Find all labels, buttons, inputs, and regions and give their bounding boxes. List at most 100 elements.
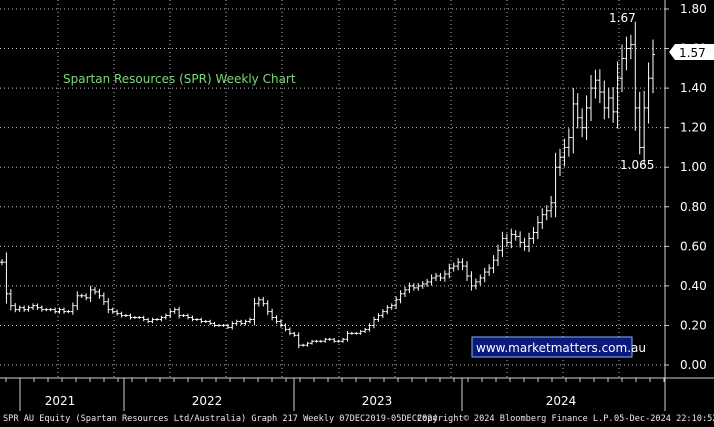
ohlc-bar [420, 281, 425, 289]
ohlc-bar [606, 87, 611, 119]
ohlc-bar [141, 315, 146, 322]
footer-copyright: Copyright© 2024 Bloomberg Finance L.P. [417, 414, 614, 424]
ohlc-bar [26, 305, 31, 312]
ohlc-bar [8, 289, 13, 311]
footer-timestamp: 05-Dec-2024 22:10:52 [614, 414, 714, 424]
ohlc-bar [553, 152, 558, 218]
ohlc-bar [84, 293, 89, 301]
ohlc-bar [177, 306, 182, 319]
ohlc-bar [106, 298, 111, 314]
y-tick-label: 1.20 [680, 121, 707, 135]
ohlc-bar [367, 323, 372, 332]
ohlc-bar [239, 319, 244, 326]
y-tick-label: 1.40 [680, 81, 707, 95]
price-chart: 1.801.601.401.201.000.800.600.400.200.00… [0, 0, 714, 411]
ohlc-bar [225, 323, 230, 330]
ohlc-bar [615, 61, 620, 129]
ohlc-bar [208, 319, 213, 326]
ohlc-bar [518, 231, 523, 248]
ohlc-bar [296, 332, 301, 349]
ohlc-bar [301, 343, 306, 347]
ohlc-bar [190, 315, 195, 322]
ohlc-bar [128, 313, 133, 320]
ohlc-bar [380, 309, 385, 319]
ohlc-bar [336, 339, 341, 343]
x-tick-label: 2024 [546, 394, 577, 408]
ohlc-bar [509, 228, 514, 249]
ohlc-bar [531, 227, 536, 244]
ohlc-bar [425, 278, 430, 287]
ohlc-bar [310, 339, 314, 345]
footer-security: SPR AU Equity (Spartan Resources Ltd/Aus… [3, 414, 438, 424]
ohlc-bar [79, 293, 84, 298]
ohlc-bar [363, 327, 368, 333]
ohlc-bar [327, 337, 332, 341]
ohlc-bar [447, 263, 452, 279]
ohlc-bar [221, 324, 226, 327]
ohlc-bar [473, 278, 478, 290]
ohlc-bar [150, 317, 155, 324]
ohlc-bar [624, 36, 629, 71]
ohlc-bar [332, 337, 337, 343]
x-axis: 2021 2022 2023 2024 [0, 377, 714, 411]
ohlc-bar [628, 34, 633, 60]
ohlc-bar [256, 296, 261, 307]
ohlc-bar [172, 307, 177, 314]
x-tick-label: 2023 [362, 394, 393, 408]
ohlc-bar [194, 318, 199, 321]
ohlc-bar [478, 274, 483, 286]
ohlc-bar [354, 331, 359, 335]
ohlc-bar [398, 290, 403, 304]
ohlc-bar [186, 313, 190, 320]
watermark-link[interactable]: www.marketmatters.com.au [476, 341, 646, 355]
ohlc-bar [504, 233, 509, 248]
ohlc-bar [230, 321, 235, 330]
ohlc-bar [566, 128, 571, 157]
ohlc-bar [597, 69, 602, 104]
ohlc-bar [403, 286, 407, 298]
ohlc-bar [460, 258, 465, 271]
ohlc-bar [540, 208, 545, 230]
ohlc-bar [101, 292, 106, 306]
chart-title: Spartan Resources (SPR) Weekly Chart [63, 72, 296, 86]
ohlc-bar [4, 252, 9, 304]
ohlc-bar [199, 317, 204, 324]
ohlc-bar [17, 305, 22, 312]
y-tick-label: 0.20 [680, 318, 707, 332]
ohlc-bar [265, 300, 270, 316]
ohlc-bar [487, 264, 492, 276]
ohlc-bar [341, 337, 345, 343]
ohlc-bar [93, 287, 97, 295]
ohlc-bar [491, 255, 496, 274]
ohlc-bar [217, 324, 221, 327]
ohlc-bar [124, 314, 128, 318]
y-tick-label: 0.60 [680, 239, 707, 253]
ohlc-bar [181, 314, 186, 318]
ohlc-bar [513, 230, 518, 241]
ohlc-bar [35, 303, 40, 310]
ohlc-bar [323, 337, 328, 343]
ohlc-bar [496, 244, 500, 266]
ohlc-bar [119, 311, 124, 318]
ohlc-bar [575, 93, 580, 129]
ohlc-bar [558, 148, 562, 176]
ohlc-bar [589, 75, 593, 121]
ohlc-bar [637, 91, 642, 155]
ohlc-bar [442, 270, 447, 282]
x-tick-label: 2022 [192, 394, 223, 408]
ohlc-bar [287, 327, 292, 336]
ohlc-bar [159, 315, 164, 322]
ohlc-bar [527, 232, 531, 253]
ohlc-bar [522, 237, 527, 251]
ohlc-bar [389, 303, 394, 310]
ohlc-bar [146, 317, 151, 324]
ohlc-bar [110, 307, 115, 314]
ohlc-bar [451, 262, 456, 272]
ohlc-bar [203, 320, 208, 323]
ohlc-bar [633, 21, 638, 131]
watermark[interactable]: www.marketmatters.com.au [471, 336, 646, 358]
ohlc-bar [57, 307, 62, 314]
ohlc-bar [212, 321, 217, 328]
ohlc-bar [642, 90, 647, 165]
ohlc-bar [580, 108, 585, 138]
